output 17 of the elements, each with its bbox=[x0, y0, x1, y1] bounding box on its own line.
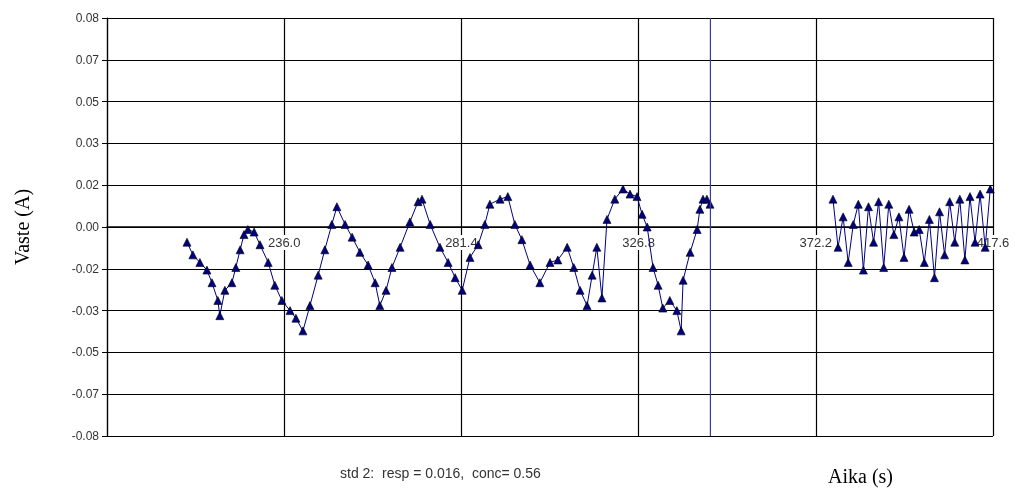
x-tick-label: 372.2 bbox=[799, 235, 833, 250]
y-tick-label: 0.03 bbox=[75, 136, 100, 151]
x-tick-label: 281.4 bbox=[445, 235, 478, 250]
text: std 2: resp = 0.016, conc= 0.56 bbox=[340, 465, 542, 481]
y-tick-label: 0.08 bbox=[75, 11, 100, 25]
y-axis-title: Vaste (A) bbox=[11, 188, 34, 266]
y-tick-label: 0.05 bbox=[75, 94, 100, 109]
y-tick-label: 0.00 bbox=[75, 220, 100, 234]
x-tick-label: 236.0 bbox=[267, 235, 301, 250]
x-axis-title: Aika (s) bbox=[828, 465, 893, 488]
y-tick-label: -0.02 bbox=[71, 261, 100, 276]
y-tick-label: -0.05 bbox=[71, 345, 100, 360]
y-tick-label: -0.08 bbox=[71, 429, 100, 443]
y-tick-label: 0.07 bbox=[75, 52, 100, 67]
y-tick-label: -0.03 bbox=[71, 303, 100, 318]
y-tick-label: -0.07 bbox=[71, 387, 100, 402]
y-tick-label: 0.02 bbox=[75, 178, 100, 193]
